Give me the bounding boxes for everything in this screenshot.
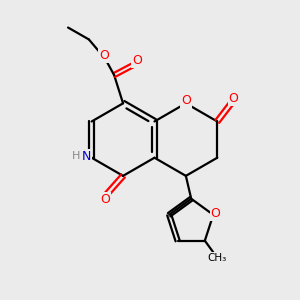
Text: O: O: [181, 94, 191, 107]
Text: CH₃: CH₃: [208, 253, 227, 263]
Text: O: O: [99, 49, 109, 62]
Text: H: H: [72, 151, 80, 161]
Text: O: O: [229, 92, 238, 105]
Text: O: O: [211, 207, 220, 220]
Text: O: O: [132, 54, 142, 67]
Text: O: O: [100, 193, 110, 206]
Text: N: N: [82, 150, 91, 163]
